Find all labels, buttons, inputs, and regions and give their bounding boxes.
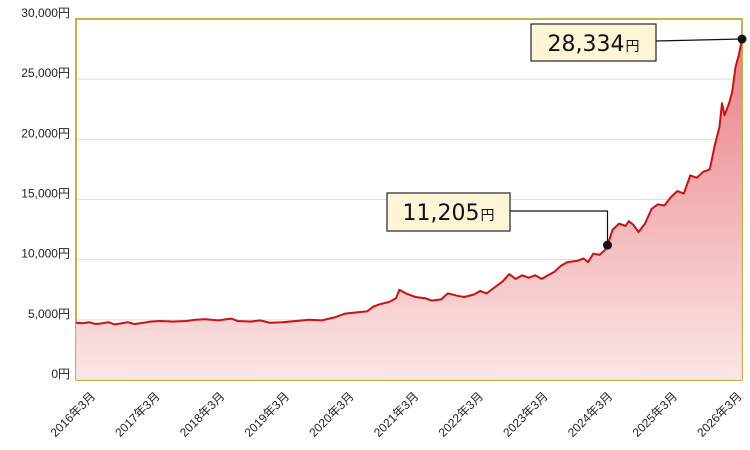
y-tick-label: 0円 (51, 367, 70, 381)
x-tick-label: 2025年3月 (630, 389, 680, 439)
x-tick-label: 2023年3月 (500, 389, 550, 439)
callout-label: 28,334円 (548, 32, 640, 57)
x-tick-label: 2024年3月 (565, 389, 615, 439)
callout-unit: 円 (625, 38, 639, 54)
callout-leader-line (510, 210, 609, 246)
callout-box (386, 192, 511, 232)
y-axis-labels: 30,000円 25,000円 20,000円 15,000円 10,000円 5,000… (21, 6, 70, 381)
callout-marker (737, 34, 747, 44)
y-tick-label: 10,000円 (21, 247, 70, 261)
y-tick-label: 25,000円 (21, 66, 70, 80)
callout-box (530, 23, 657, 62)
y-tick-label: 5,000円 (28, 307, 70, 321)
callout-value: 28,334 (548, 32, 625, 57)
series-area (76, 39, 742, 380)
x-tick-label: 2017年3月 (112, 389, 162, 439)
callout-marker (603, 240, 613, 250)
x-tick-label: 2026年3月 (694, 389, 744, 439)
x-tick-label: 2020年3月 (306, 389, 356, 439)
y-tick-label: 15,000円 (21, 187, 70, 201)
x-tick-label: 2022年3月 (436, 389, 486, 439)
callout-label: 11,205円 (403, 201, 495, 226)
x-tick-label: 2018年3月 (177, 389, 227, 439)
x-axis-labels: 2016年3月 2017年3月 2018年3月 2019年3月 2020年3月 2021年… (48, 389, 745, 439)
callout-value: 11,205 (403, 201, 480, 226)
y-tick-label: 20,000円 (21, 126, 70, 140)
series-line (75, 38, 743, 326)
callout-unit: 円 (480, 207, 494, 223)
y-tick-label: 30,000円 (21, 6, 70, 20)
callout-leader-line (655, 38, 743, 42)
x-tick-label: 2019年3月 (242, 389, 292, 439)
x-tick-label: 2016年3月 (48, 389, 98, 439)
x-tick-label: 2021年3月 (371, 389, 421, 439)
